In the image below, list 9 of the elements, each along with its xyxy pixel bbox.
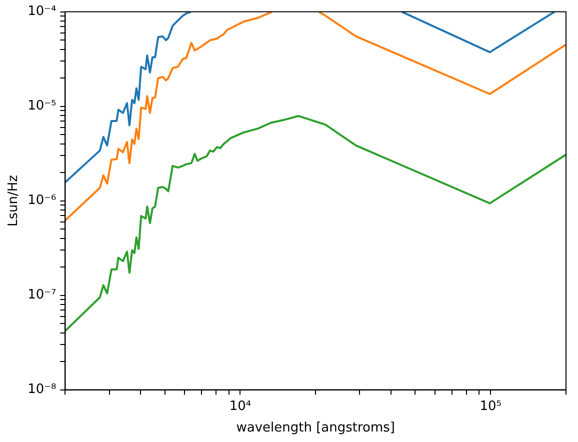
y-tick-label: 10⁻⁴ <box>28 4 56 20</box>
y-axis-title: Lsun/Hz <box>6 174 22 227</box>
x-tick-label: 10⁵ <box>480 398 502 414</box>
y-tick-label: 10⁻⁵ <box>28 98 56 114</box>
y-tick-label: 10⁻⁶ <box>28 193 56 208</box>
y-tick-label: 10⁻⁸ <box>28 382 56 398</box>
x-axis-title: wavelength [angstroms] <box>236 420 395 436</box>
y-tick-label: 10⁻⁷ <box>28 288 56 303</box>
x-tick-label: 10⁴ <box>229 398 252 414</box>
